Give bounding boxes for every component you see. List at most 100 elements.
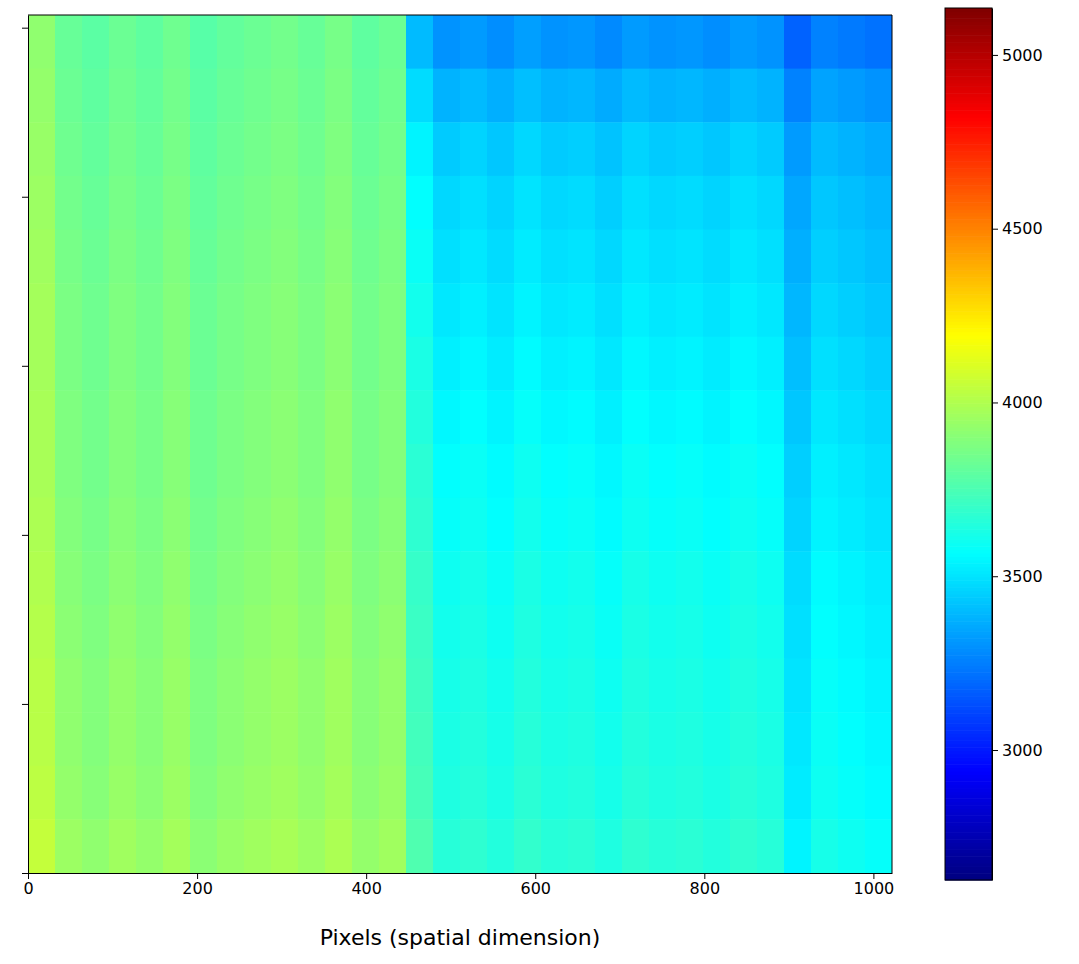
heatmap-cell bbox=[190, 819, 218, 873]
colorbar-swatch bbox=[945, 693, 992, 697]
y-tick-mark bbox=[22, 704, 28, 705]
heatmap-cell bbox=[271, 337, 299, 391]
colorbar-tick-label: 4500 bbox=[1002, 219, 1043, 238]
colorbar-swatch bbox=[945, 120, 992, 124]
heatmap-cell bbox=[109, 230, 137, 284]
heatmap-cell bbox=[55, 283, 83, 337]
x-tick-label: 1000 bbox=[854, 879, 895, 898]
heatmap-cell bbox=[244, 337, 272, 391]
heatmap-cell bbox=[487, 283, 515, 337]
heatmap-cell bbox=[379, 176, 407, 230]
colorbar-swatch bbox=[945, 522, 992, 526]
heatmap-cell bbox=[406, 122, 434, 176]
heatmap-cell bbox=[217, 122, 245, 176]
colorbar-swatch bbox=[945, 28, 992, 32]
heatmap-cell bbox=[109, 498, 137, 552]
colorbar-swatch bbox=[945, 839, 992, 843]
heatmap-cell bbox=[676, 15, 704, 69]
heatmap-cell bbox=[460, 444, 488, 498]
colorbar-swatch bbox=[945, 546, 992, 550]
heatmap-cell bbox=[784, 337, 812, 391]
heatmap-cell bbox=[379, 444, 407, 498]
heatmap-cell bbox=[703, 605, 731, 659]
colorbar-swatch bbox=[945, 778, 992, 782]
colorbar-swatch bbox=[945, 601, 992, 605]
heatmap-cell bbox=[406, 498, 434, 552]
colorbar-swatch bbox=[945, 727, 992, 731]
colorbar-swatch bbox=[945, 751, 992, 755]
heatmap-cell bbox=[271, 659, 299, 713]
heatmap-cell bbox=[487, 122, 515, 176]
heatmap-cell bbox=[865, 390, 892, 444]
heatmap-cell bbox=[379, 122, 407, 176]
colorbar-swatch bbox=[945, 90, 992, 94]
heatmap-cell bbox=[460, 283, 488, 337]
colorbar-swatch bbox=[945, 437, 992, 441]
colorbar-swatch bbox=[945, 717, 992, 721]
colorbar-swatch bbox=[945, 352, 992, 356]
heatmap-cell bbox=[109, 551, 137, 605]
colorbar-swatch bbox=[945, 873, 992, 877]
heatmap-cell bbox=[136, 659, 164, 713]
heatmap-cell bbox=[541, 444, 569, 498]
heatmap-cell bbox=[298, 444, 326, 498]
heatmap-cell bbox=[730, 712, 758, 766]
colorbar-swatch bbox=[945, 447, 992, 451]
x-axis-title: Pixels (spatial dimension) bbox=[320, 925, 601, 950]
heatmap-cell bbox=[406, 176, 434, 230]
colorbar-swatch bbox=[945, 846, 992, 850]
heatmap-cell bbox=[136, 69, 164, 123]
colorbar-swatch bbox=[945, 189, 992, 193]
colorbar-swatch bbox=[945, 141, 992, 145]
colorbar-swatch bbox=[945, 376, 992, 380]
colorbar-swatch bbox=[945, 403, 992, 407]
heatmap-cell bbox=[325, 551, 353, 605]
colorbar-swatch bbox=[945, 856, 992, 860]
colorbar-swatch bbox=[945, 553, 992, 557]
heatmap-cell bbox=[325, 498, 353, 552]
colorbar-swatch bbox=[945, 379, 992, 383]
heatmap-cell bbox=[82, 337, 110, 391]
heatmap-cell bbox=[595, 337, 623, 391]
heatmap-cell bbox=[676, 605, 704, 659]
heatmap-cell bbox=[730, 551, 758, 605]
heatmap-cell bbox=[271, 444, 299, 498]
heatmap-cell bbox=[460, 69, 488, 123]
heatmap-cell bbox=[622, 605, 650, 659]
colorbar-swatch bbox=[945, 475, 992, 479]
x-tick-label: 200 bbox=[182, 879, 213, 898]
heatmap-cell bbox=[271, 390, 299, 444]
plot-frame bbox=[28, 15, 892, 873]
heatmap-cell bbox=[379, 15, 407, 69]
colorbar-swatch bbox=[945, 815, 992, 819]
heatmap-cell bbox=[622, 659, 650, 713]
heatmap-cell bbox=[676, 659, 704, 713]
heatmap-cell bbox=[82, 498, 110, 552]
colorbar-swatch bbox=[945, 665, 992, 669]
colorbar-swatch bbox=[945, 66, 992, 70]
heatmap-cell bbox=[55, 819, 83, 873]
heatmap-cell bbox=[82, 444, 110, 498]
heatmap-cell bbox=[325, 444, 353, 498]
heatmap-cell bbox=[82, 766, 110, 820]
heatmap-cell bbox=[865, 605, 892, 659]
heatmap-cell bbox=[352, 819, 380, 873]
heatmap-cell bbox=[271, 122, 299, 176]
heatmap-cell bbox=[568, 176, 596, 230]
heatmap-cell bbox=[676, 176, 704, 230]
colorbar-swatch bbox=[945, 345, 992, 349]
heatmap-cell bbox=[433, 605, 461, 659]
heatmap-cell bbox=[703, 122, 731, 176]
heatmap-cell bbox=[190, 337, 218, 391]
heatmap-cell bbox=[595, 659, 623, 713]
colorbar-swatch bbox=[945, 461, 992, 465]
heatmap-cell bbox=[406, 819, 434, 873]
heatmap-cell bbox=[406, 766, 434, 820]
heatmap-cell bbox=[136, 337, 164, 391]
heatmap-cell bbox=[406, 283, 434, 337]
colorbar-swatch bbox=[945, 417, 992, 421]
heatmap-cell bbox=[676, 69, 704, 123]
heatmap-cell bbox=[244, 551, 272, 605]
colorbar-swatch bbox=[945, 853, 992, 857]
heatmap-cell bbox=[271, 176, 299, 230]
